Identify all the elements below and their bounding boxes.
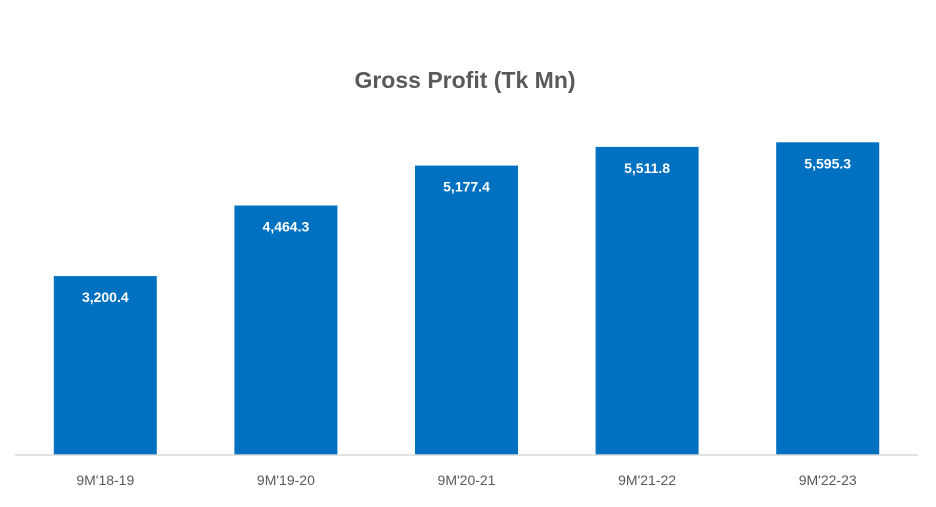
data-labels-group: 3,200.4 4,464.3 5,177.4 5,511.8 5,595.3 [82,155,851,305]
data-label-3: 5,177.4 [443,179,490,195]
x-tick-label-5: 9M'22-23 [799,472,857,488]
bar-5 [776,142,880,456]
data-label-1: 3,200.4 [82,289,129,305]
bar-3 [415,165,518,455]
data-label-4: 5,511.8 [624,160,670,176]
bar-1 [53,276,157,455]
data-label-2: 4,464.3 [263,219,310,235]
data-label-5: 5,595.3 [804,155,851,171]
x-tick-label-3: 9M'20-21 [438,472,496,488]
x-tick-labels-group: 9M'18-19 9M'19-20 9M'20-21 9M'21-22 9M'22-23 [76,472,857,488]
bar-4 [595,146,699,455]
x-tick-label-4: 9M'21-22 [618,472,676,488]
chart-title: Gross Profit (Tk Mn) [354,67,575,93]
x-tick-label-2: 9M'19-20 [257,472,315,488]
bars-group [53,142,880,456]
bar-2 [234,205,338,455]
x-tick-label-1: 9M'18-19 [76,472,134,488]
